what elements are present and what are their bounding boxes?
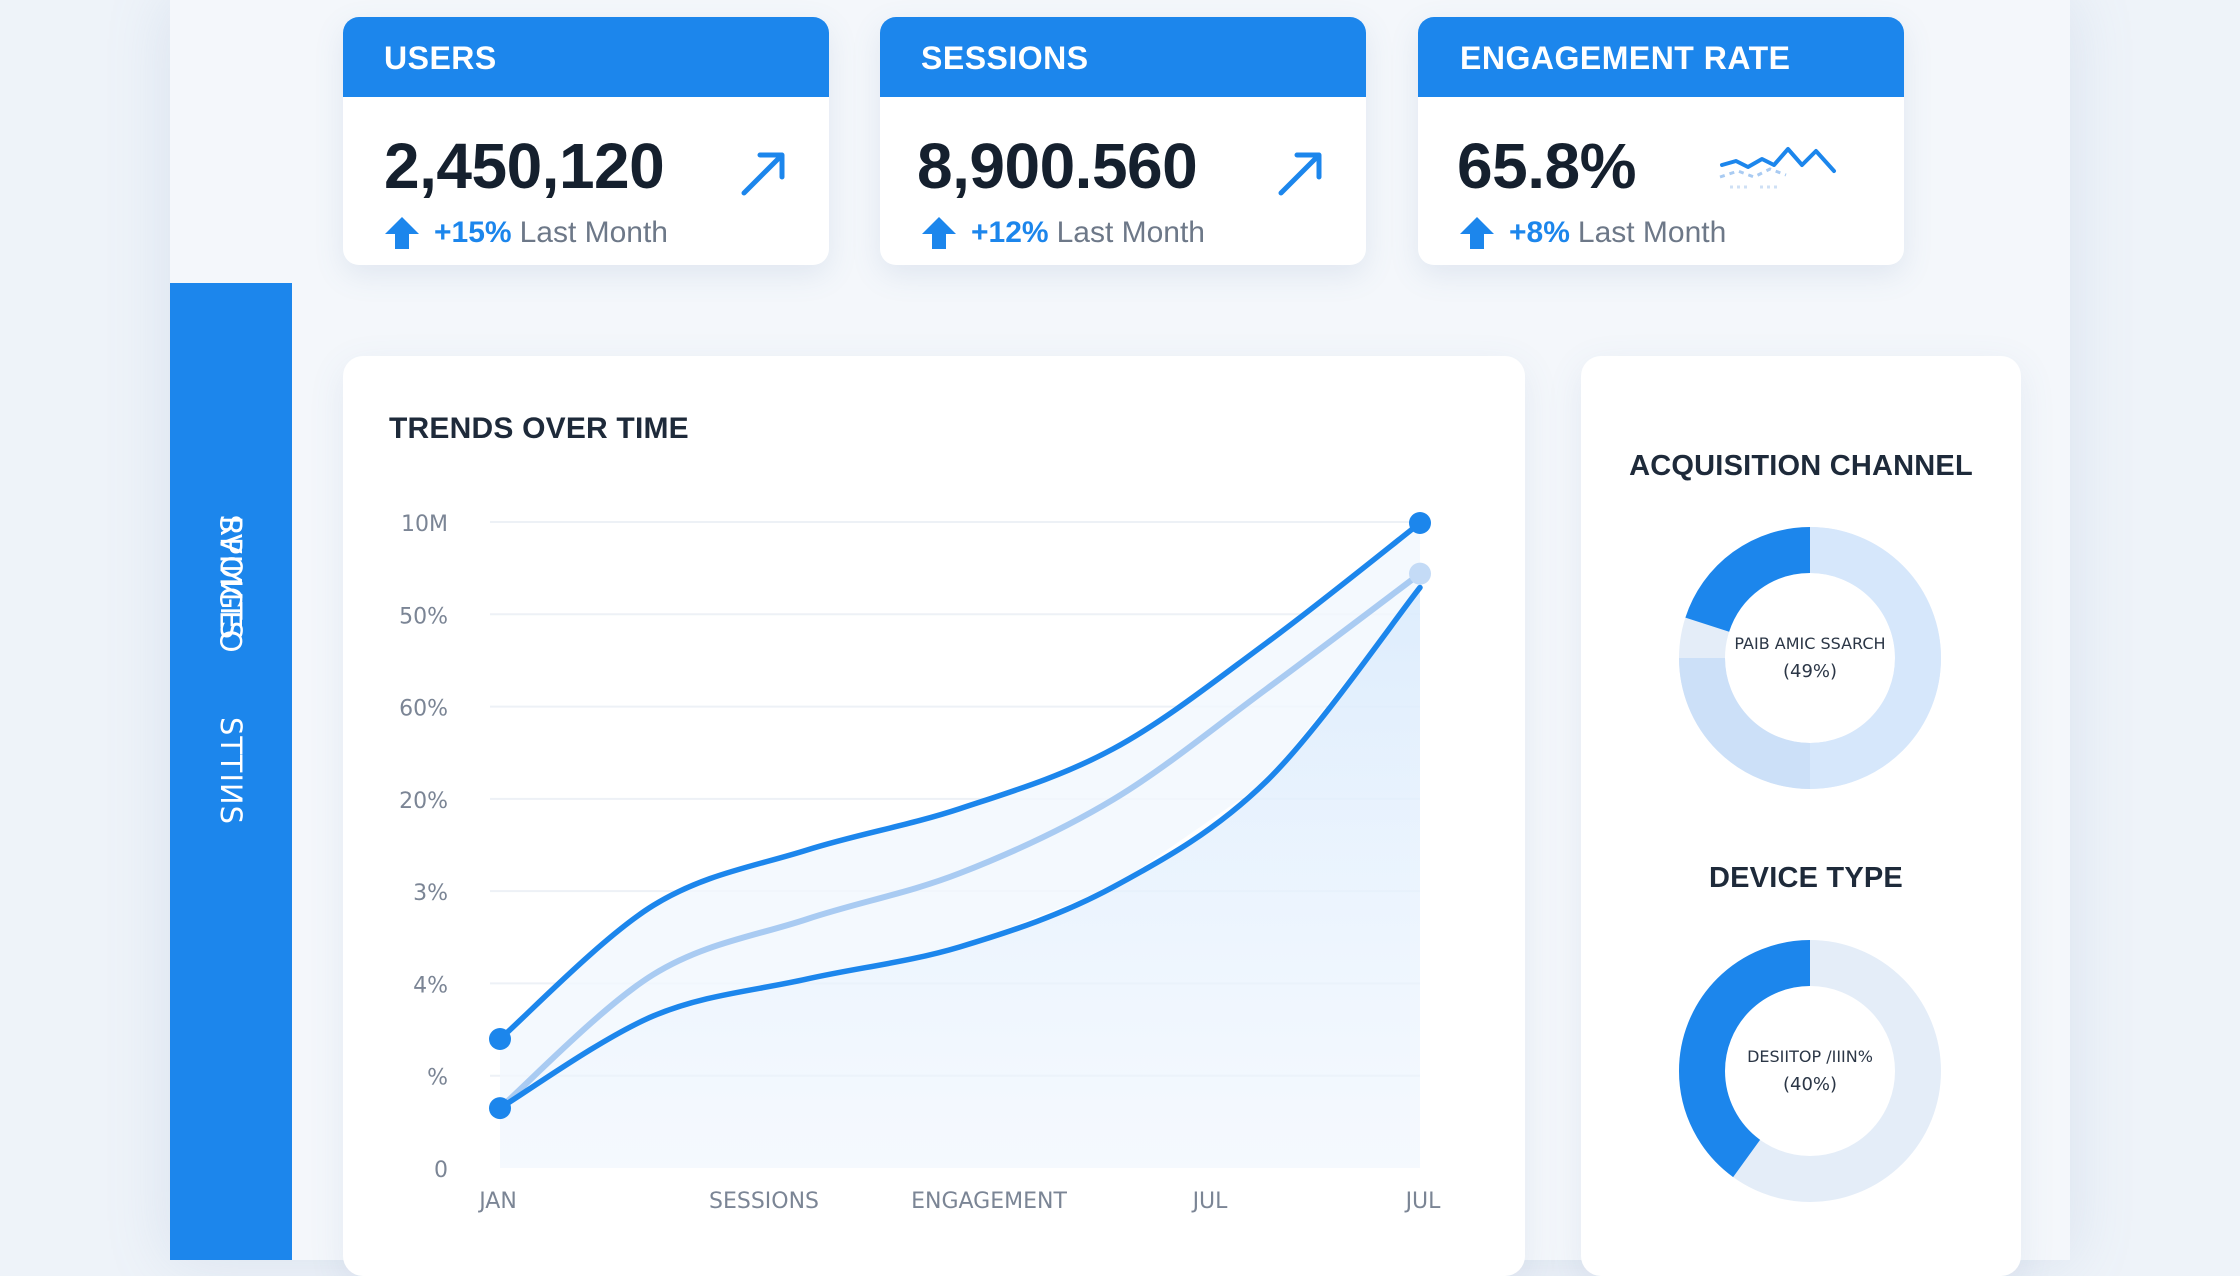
donut-segment-tertiary [1679,657,1811,789]
device-title: DEVICE TYPE [1709,862,1903,894]
donut-center-label: PAIB AMIC SSARCH (49%) [1673,521,1947,795]
sidebar-item-settings[interactable]: STTIИS [170,691,292,851]
breakdown-panel: ACQUISITION CHANNEL PAIB AMIC SSARCH (49… [1581,356,2021,1276]
kpi-period: Last Month [1056,216,1205,249]
data-point [489,1097,511,1120]
y-tick-label: % [427,1066,448,1091]
arrow-up-icon [922,217,956,249]
data-point [489,1028,511,1050]
sidebar-item-reports[interactable]: RPOИTS [170,498,292,658]
sidebar-item-label: STTIИS [213,717,248,825]
donut-center-line1: DESIITOP /IIIN% [1747,1047,1873,1066]
donut-center-label: DESIITOP /IIIN% (40%) [1673,934,1947,1208]
sidebar: SVIИGEO RPOИTS STTIИS [170,283,292,1260]
x-tick-label: JAN [477,1189,517,1214]
donut-segment-highlight [1679,527,1941,789]
series-line-1 [497,520,1423,1042]
kpi-card-engagement-rate[interactable]: ENGAGEMENT RATE 65.8% +8% Last Month [1418,17,1904,265]
kpi-title: ENGAGEMENT RATE [1418,17,1904,97]
acquisition-donut[interactable]: PAIB AMIC SSARCH (49%) [1673,521,1947,795]
y-tick-label: 60% [399,697,448,722]
kpi-title: USERS [343,17,829,97]
kpi-title: SESSIONS [880,17,1366,97]
area-band [500,523,1420,1109]
y-tick-label: 10M [401,512,448,537]
kpi-value: 8,900.560 [917,130,1198,202]
kpi-change: +8% [1509,216,1570,249]
donut-center-line2: (49%) [1782,661,1838,682]
device-donut-chart [1679,940,1941,1202]
kpi-period: Last Month [1577,216,1727,249]
donut-center-line2: (40%) [1782,1074,1838,1095]
trend-up-arrow-icon [1278,152,1322,196]
sidebar-item-label: RPOИTS [214,515,248,641]
acquisition-title: ACQUISITION CHANNEL [1629,450,1973,482]
arrow-up-icon [1460,217,1494,249]
kpi-trend: +15% Last Month [384,216,668,250]
kpi-value: 65.8% [1457,130,1636,202]
kpi-change: +12% [971,216,1049,249]
donut-center-line1: PAIB AMIC SSARCH [1734,634,1886,653]
kpi-value: 2,450,120 [384,130,665,202]
series-line-3 [497,584,1423,1111]
kpi-trend: +12% Last Month [921,216,1205,250]
donut-segment-highlight [1679,940,1941,1202]
x-tick-label: JUL [1191,1189,1229,1214]
y-tick-label: 4% [413,973,448,998]
y-tick-label: 20% [399,789,448,814]
y-tick-label: 50% [399,604,448,629]
x-tick-label: ENGAGEMENT [911,1189,1067,1214]
kpi-card-sessions[interactable]: SESSIONS 8,900.560 +12% Last Month [880,17,1366,265]
data-point [1409,562,1431,585]
donut-segment-secondary [1809,527,1942,789]
data-point [1409,512,1431,534]
x-tick-label: JUL [1404,1189,1442,1214]
x-tick-label: SESSIONS [709,1189,819,1214]
arrow-up-icon [385,217,419,249]
series-line-2 [497,570,1423,1112]
kpi-card-users[interactable]: USERS 2,450,120 +15% Last Month [343,17,829,265]
sparkline-icon [1719,147,1836,189]
device-donut[interactable]: DESIITOP /IIIN% (40%) [1673,934,1947,1208]
y-tick-label: 3% [413,881,448,906]
kpi-period: Last Month [519,216,668,249]
kpi-change: +15% [434,216,512,249]
kpi-trend: +8% Last Month [1459,216,1726,250]
acquisition-donut-chart [1679,527,1942,789]
area-fill [500,587,1420,1168]
trends-line-chart: 10M 50% 60% 20% 3% 4%% 0 JAN SESSIONS ENGAGEMENT… [399,512,1442,1214]
y-tick-label: 0 [434,1158,448,1183]
trends-title: TRENDS OVER TIME [389,412,689,445]
trend-up-arrow-icon [741,152,785,196]
